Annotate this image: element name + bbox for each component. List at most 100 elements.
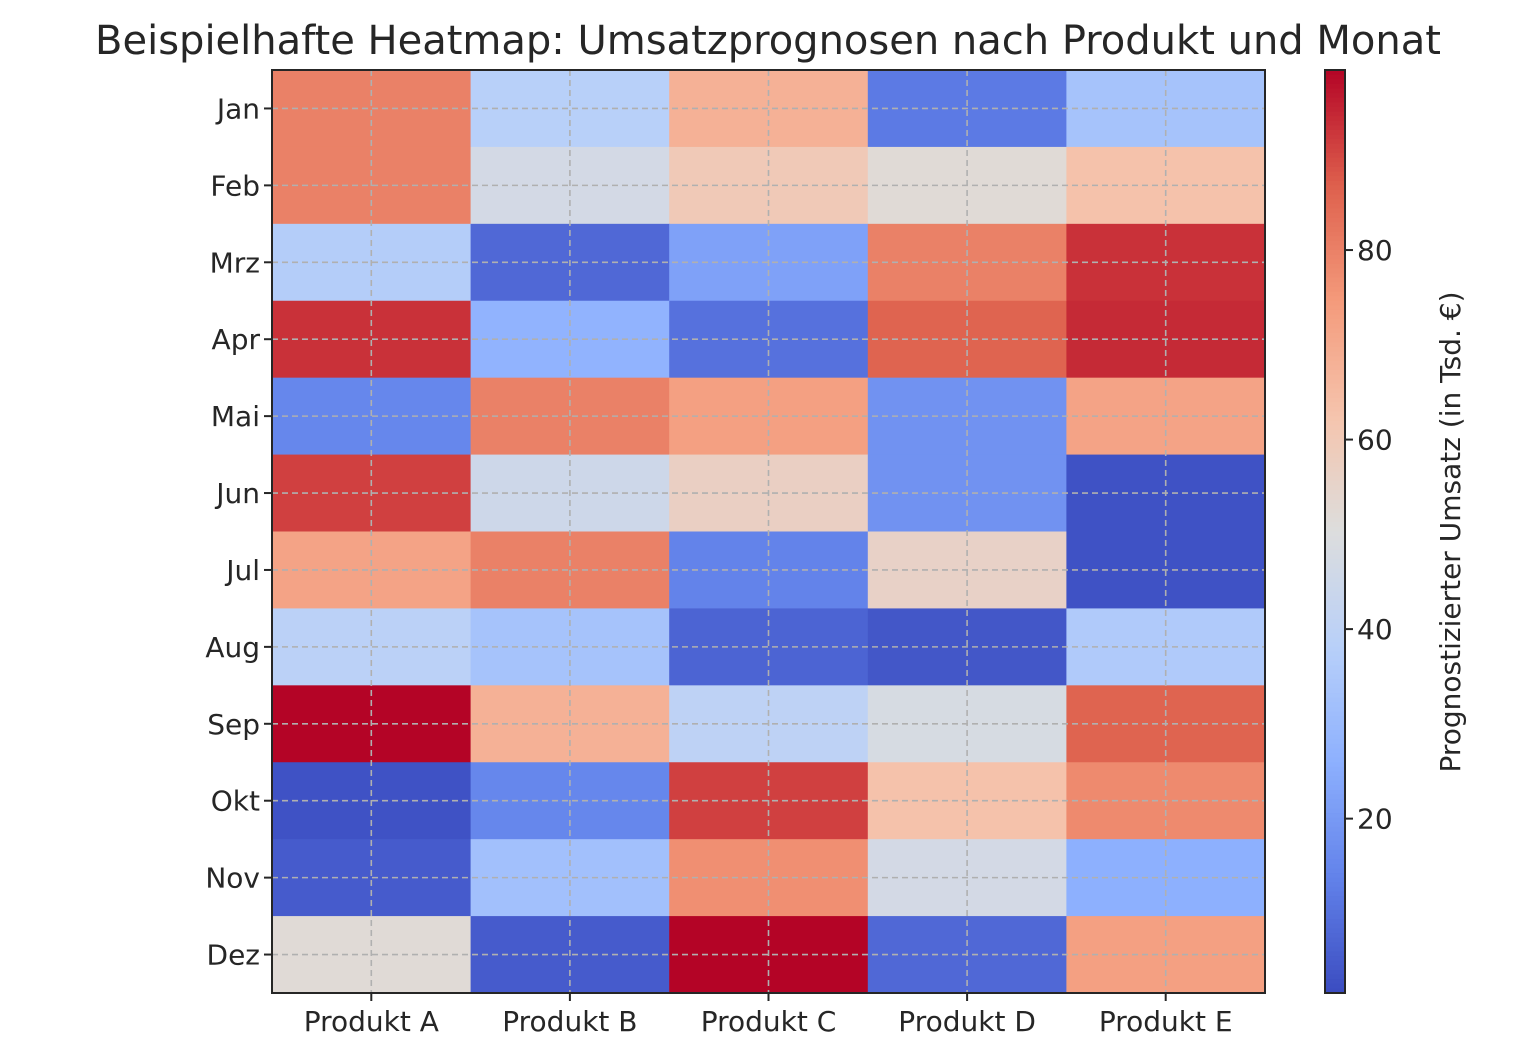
colorbar-segment xyxy=(1325,854,1345,860)
colorbar-segment xyxy=(1325,679,1345,685)
colorbar-segment xyxy=(1325,383,1345,390)
colorbar-segment xyxy=(1325,402,1345,408)
colorbar-segment xyxy=(1325,453,1345,459)
colorbar-segment xyxy=(1325,203,1345,210)
colorbar-segment xyxy=(1325,208,1345,214)
colorbar-segment xyxy=(1325,176,1345,182)
colorbar-tick-label: 40 xyxy=(1357,613,1393,646)
colorbar-segment xyxy=(1325,342,1345,348)
y-tick-label: Aug xyxy=(205,631,260,664)
colorbar-segment xyxy=(1325,716,1345,722)
colorbar-segment xyxy=(1325,93,1345,99)
y-tick-label: Mrz xyxy=(210,246,260,279)
colorbar-segment xyxy=(1325,300,1345,306)
colorbar-segment xyxy=(1325,102,1345,108)
colorbar-segment xyxy=(1325,88,1345,94)
colorbar-segment xyxy=(1325,333,1345,339)
colorbar-segment xyxy=(1325,171,1345,177)
colorbar-segment xyxy=(1325,429,1345,436)
colorbar-segment xyxy=(1325,148,1345,154)
colorbar-segment xyxy=(1325,531,1345,537)
colorbar-segment xyxy=(1325,259,1345,265)
colorbar-segment xyxy=(1325,937,1345,943)
colorbar-segment xyxy=(1325,748,1345,754)
colorbar-segment xyxy=(1325,231,1345,237)
colorbar-segment xyxy=(1325,79,1345,85)
colorbar-segment xyxy=(1325,757,1345,763)
colorbar-segment xyxy=(1325,70,1345,76)
colorbar-segment xyxy=(1325,503,1345,510)
colorbar-segment xyxy=(1325,706,1345,713)
colorbar-segment xyxy=(1325,633,1345,639)
colorbar-segment xyxy=(1325,960,1345,966)
colorbar-segment xyxy=(1325,983,1345,989)
colorbar-segment xyxy=(1325,665,1345,671)
colorbar-segment xyxy=(1325,688,1345,694)
y-tick-label: Jun xyxy=(214,477,260,510)
colorbar-segment xyxy=(1325,988,1345,994)
colorbar-segment xyxy=(1325,240,1345,246)
colorbar-segment xyxy=(1325,882,1345,888)
colorbar-segment xyxy=(1325,111,1345,117)
colorbar-segment xyxy=(1325,965,1345,971)
colorbar-segment xyxy=(1325,559,1345,565)
colorbar-segment xyxy=(1325,799,1345,805)
y-tick-label: Dez xyxy=(207,939,260,972)
colorbar-segment xyxy=(1325,323,1345,330)
colorbar-segment xyxy=(1325,434,1345,440)
colorbar-segment xyxy=(1325,157,1345,163)
colorbar-segment xyxy=(1325,226,1345,233)
colorbar-segment xyxy=(1325,789,1345,796)
colorbar-segment xyxy=(1325,826,1345,833)
colorbar-segment xyxy=(1325,582,1345,588)
colorbar-segment xyxy=(1325,199,1345,205)
colorbar-segment xyxy=(1325,351,1345,357)
colorbar-segment xyxy=(1325,388,1345,394)
colorbar-segment xyxy=(1325,273,1345,279)
x-tick-label: Produkt D xyxy=(898,1005,1036,1038)
colorbar-segment xyxy=(1325,909,1345,916)
colorbar-segment xyxy=(1325,462,1345,468)
colorbar-segment xyxy=(1325,499,1345,505)
colorbar-segment xyxy=(1325,674,1345,680)
y-tick-label: Sep xyxy=(207,708,260,741)
colorbar-segment xyxy=(1325,766,1345,773)
y-tick-label: Apr xyxy=(212,323,261,356)
colorbar-segment xyxy=(1325,328,1345,334)
colorbar-segment xyxy=(1325,683,1345,690)
colorbar-segment xyxy=(1325,803,1345,809)
colorbar-segment xyxy=(1325,896,1345,902)
colorbar-segment xyxy=(1325,969,1345,976)
colorbar-segment xyxy=(1325,97,1345,103)
colorbar-segment xyxy=(1325,840,1345,846)
colorbar-segment xyxy=(1325,245,1345,251)
colorbar-segment xyxy=(1325,720,1345,726)
colorbar-segment xyxy=(1325,356,1345,362)
colorbar-segment xyxy=(1325,623,1345,630)
colorbar-segment xyxy=(1325,951,1345,957)
colorbar-segment xyxy=(1325,808,1345,814)
colorbar-segment xyxy=(1325,873,1345,879)
y-tick-label: Feb xyxy=(210,169,260,202)
colorbar-segment xyxy=(1325,771,1345,777)
y-tick-label: Jan xyxy=(215,92,260,125)
colorbar-segment xyxy=(1325,369,1345,376)
colorbar-segment xyxy=(1325,914,1345,920)
colorbar-segment xyxy=(1325,485,1345,491)
colorbar-segment xyxy=(1325,863,1345,869)
colorbar-segment xyxy=(1325,702,1345,708)
colorbar-segment xyxy=(1325,83,1345,90)
colorbar-segment xyxy=(1325,919,1345,925)
colorbar-segment xyxy=(1325,753,1345,759)
colorbar-segment xyxy=(1325,162,1345,168)
colorbar-segment xyxy=(1325,859,1345,865)
colorbar-segment xyxy=(1325,794,1345,800)
colorbar-segment xyxy=(1325,420,1345,426)
colorbar-segment xyxy=(1325,194,1345,200)
colorbar-segment xyxy=(1325,651,1345,657)
colorbar-segment xyxy=(1325,836,1345,842)
colorbar-segment xyxy=(1325,314,1345,320)
colorbar-segment xyxy=(1325,660,1345,666)
colorbar-tick-label: 20 xyxy=(1357,803,1393,836)
